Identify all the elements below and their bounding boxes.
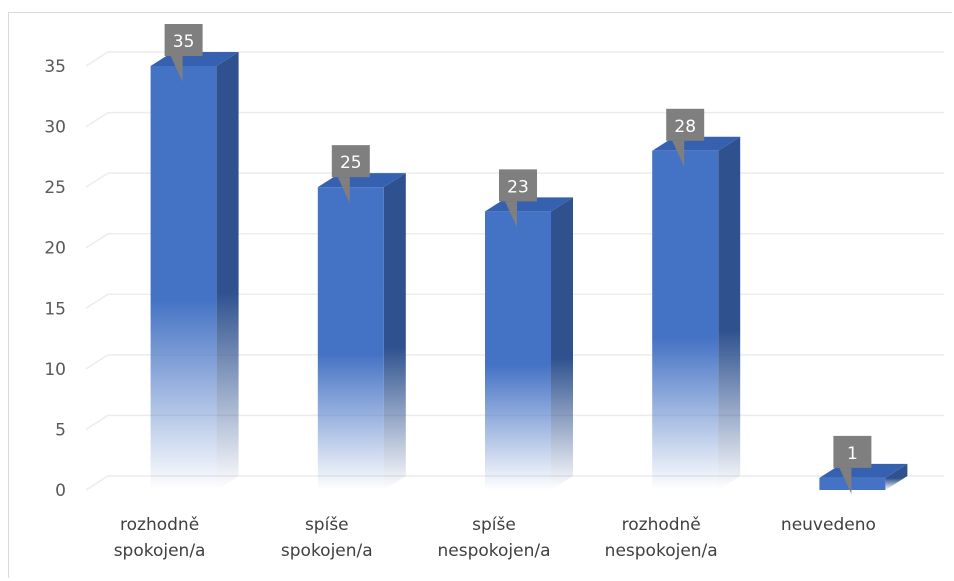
- data-label-box: [666, 108, 705, 141]
- y-tick-label: 20: [44, 239, 66, 259]
- gridline-edge: [85, 414, 109, 431]
- bar-front: [317, 187, 384, 490]
- data-label-text: 35: [173, 32, 195, 52]
- data-label: 1: [833, 435, 872, 494]
- bar-side: [216, 52, 239, 490]
- gridline-edge: [85, 51, 109, 67]
- data-label-pointer: [337, 177, 350, 204]
- data-label: 23: [499, 169, 537, 228]
- x-tick-label: neuvedeno: [781, 515, 876, 535]
- bar-front: [652, 150, 719, 491]
- bar: [485, 197, 573, 490]
- bar-front: [819, 477, 886, 490]
- data-label-box: [833, 435, 872, 468]
- data-label: 28: [666, 108, 705, 167]
- data-label: 35: [164, 24, 203, 82]
- bar-front: [150, 66, 217, 490]
- gridline-edge: [85, 293, 109, 309]
- bar-side: [551, 197, 573, 490]
- gridline-edge: [85, 354, 109, 370]
- data-label: 25: [331, 145, 370, 204]
- x-tick-label: rozhodně nespokojen/a: [605, 515, 718, 561]
- data-label-text: 25: [340, 153, 362, 173]
- y-tick-label: 5: [55, 420, 66, 440]
- data-label-pointer: [839, 467, 852, 494]
- y-tick-label: 25: [44, 178, 66, 198]
- gridline-edge: [85, 233, 109, 249]
- bars: [150, 52, 908, 491]
- bar: [652, 136, 741, 491]
- x-axis-categories: rozhodně spokojen/a spíše spokojen/a spíše ne…: [114, 515, 876, 561]
- bar: [150, 52, 239, 490]
- data-label-box: [331, 145, 370, 178]
- data-label-pointer: [672, 140, 685, 167]
- bar-side: [885, 463, 908, 490]
- data-label-text: 23: [507, 177, 529, 197]
- bar-side: [718, 136, 741, 491]
- gridline-edge: [85, 111, 109, 128]
- data-labels: 35 25 23 28 1: [164, 24, 872, 494]
- chart-frame: [8, 12, 952, 578]
- y-tick-label: 10: [44, 360, 66, 380]
- y-tick-label: 15: [44, 299, 66, 319]
- bar-front: [485, 211, 551, 490]
- x-tick-label: rozhodně spokojen/a: [114, 515, 206, 561]
- y-tick-label: 30: [44, 118, 66, 138]
- x-tick-label: spíše spokojen/a: [281, 515, 373, 561]
- bar-side: [383, 173, 406, 490]
- y-axis-ticks: 0 5 10 15 20 25 30 35: [44, 57, 66, 501]
- data-label-text: 1: [847, 444, 858, 464]
- gridline-edge: [85, 475, 109, 491]
- data-label-box: [499, 169, 537, 202]
- y-tick-label: 0: [55, 481, 66, 501]
- data-label-pointer: [170, 56, 183, 82]
- data-label-text: 28: [674, 117, 696, 137]
- data-label-box: [164, 24, 203, 56]
- y-tick-label: 35: [44, 57, 66, 77]
- bar: [317, 173, 406, 490]
- data-label-pointer: [505, 201, 517, 228]
- gridline-edge: [85, 172, 109, 188]
- x-tick-label: spíše nespokojen/a: [437, 515, 550, 561]
